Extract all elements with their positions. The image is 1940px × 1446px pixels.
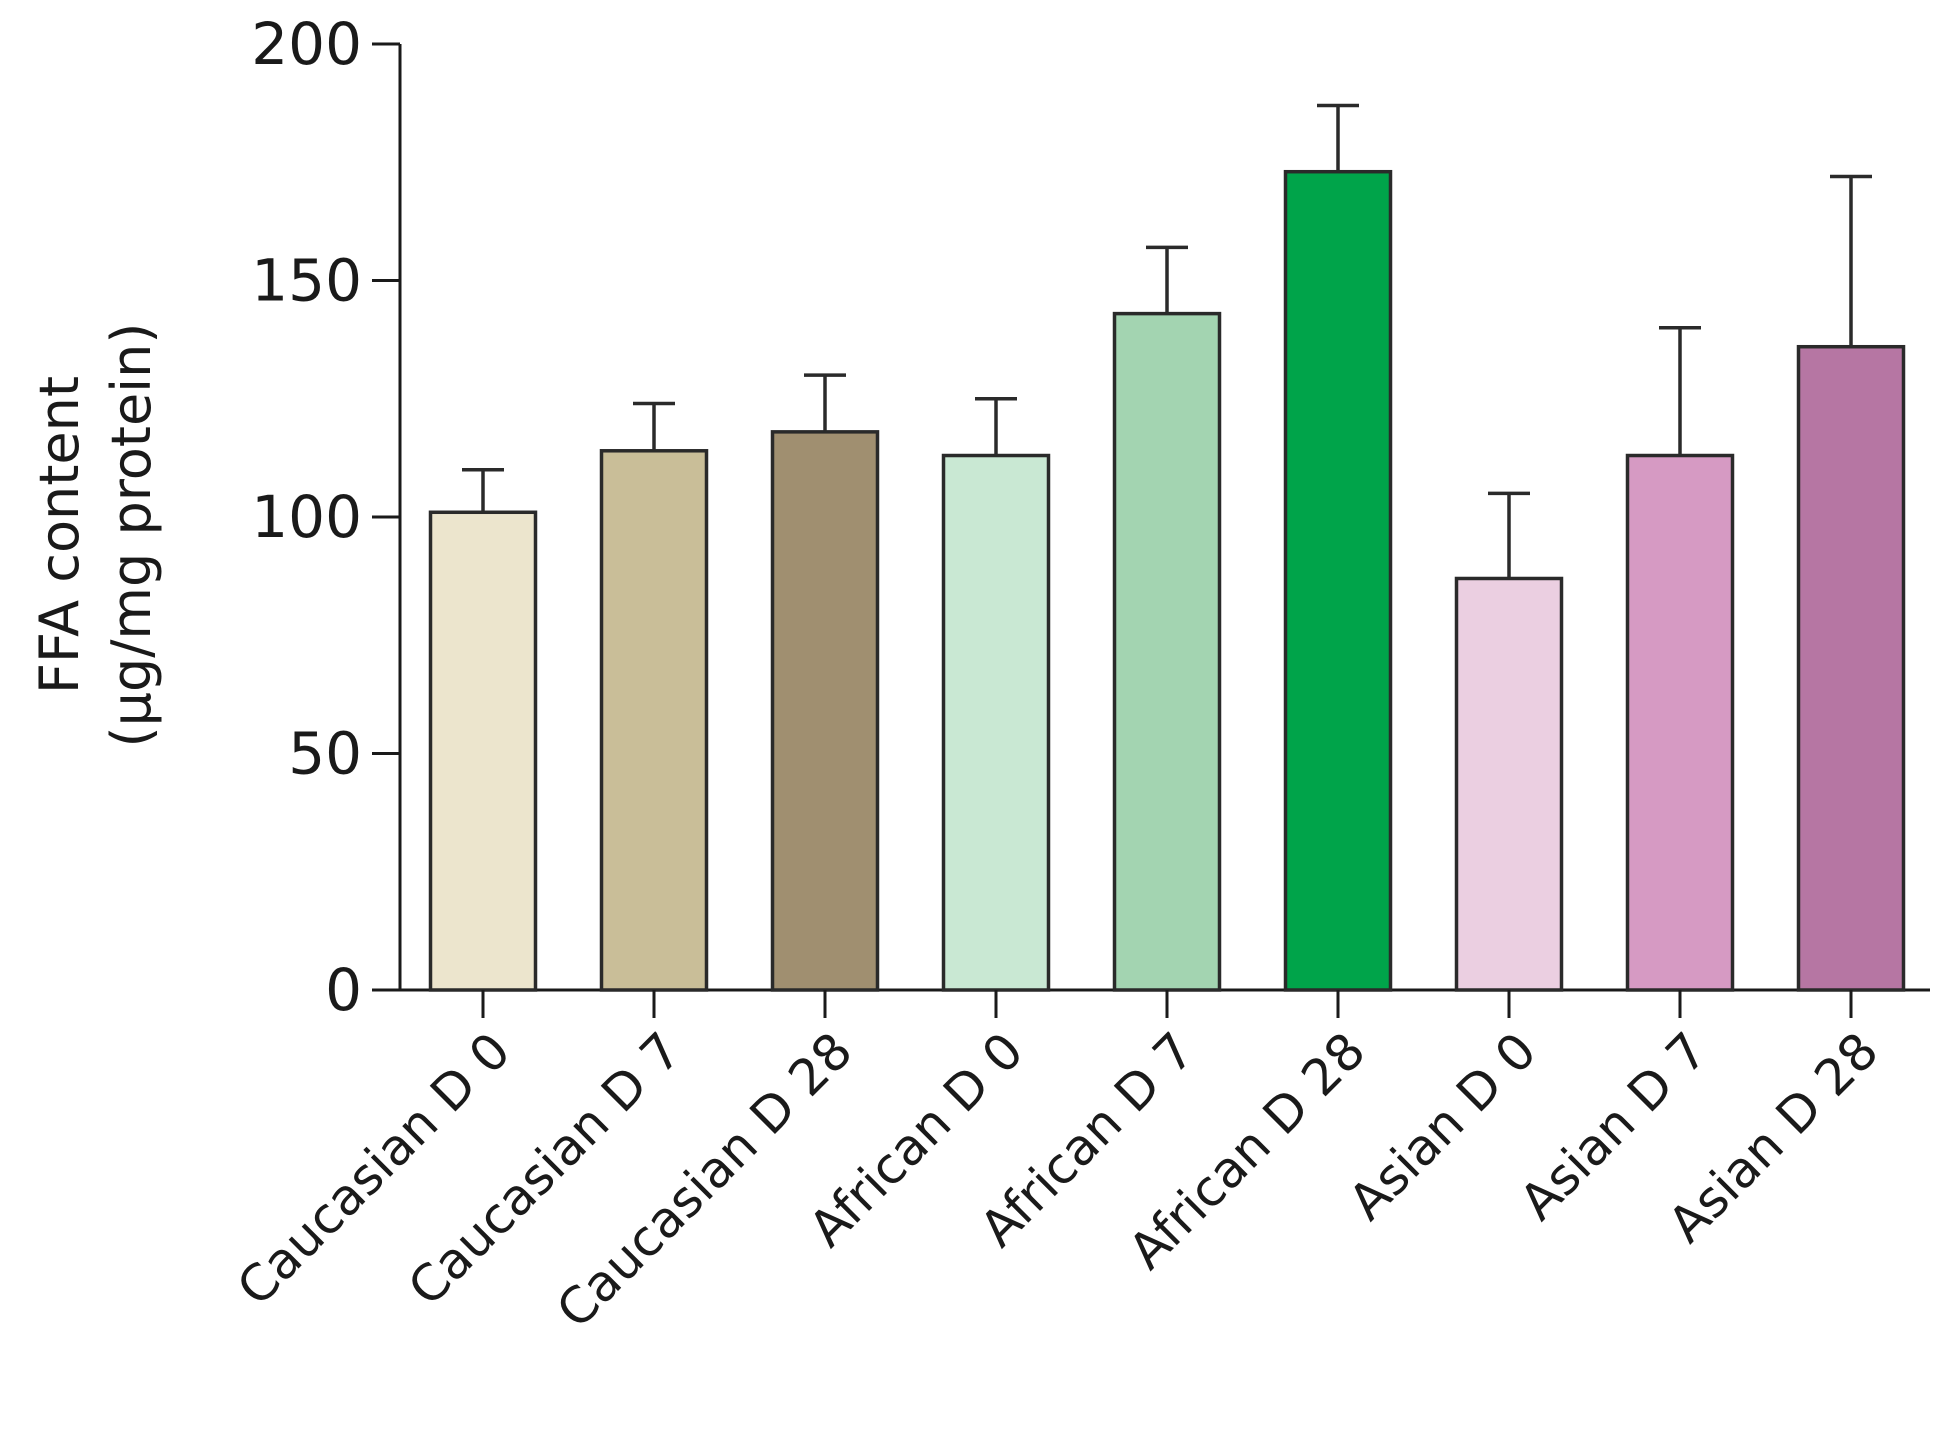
error-bars (462, 103, 1872, 579)
bar (1283, 169, 1393, 992)
x-tick-label: Asian D 0 (1338, 1021, 1548, 1231)
y-axis-ticks: 0 50 100 150 200 (251, 10, 400, 1024)
x-tick-label: Caucasian D 28 (546, 1021, 864, 1339)
y-axis-title: FFA content (µg/mg protein) (28, 323, 163, 748)
bar (770, 430, 880, 992)
bar (1625, 453, 1735, 992)
bar (1796, 344, 1906, 992)
bar (1112, 311, 1222, 992)
y-tick-label: 0 (325, 956, 362, 1024)
bar (599, 449, 709, 992)
y-tick-label: 150 (251, 247, 362, 315)
bar (428, 510, 538, 992)
bars (428, 169, 1906, 992)
y-axis-title-line-1: FFA content (28, 376, 91, 694)
y-tick-label: 100 (251, 483, 362, 551)
y-tick-label: 50 (288, 720, 362, 788)
bar (1454, 576, 1564, 992)
bar (941, 453, 1051, 992)
y-axis-title-line-2: (µg/mg protein) (100, 323, 163, 748)
y-tick-label: 200 (251, 10, 362, 78)
